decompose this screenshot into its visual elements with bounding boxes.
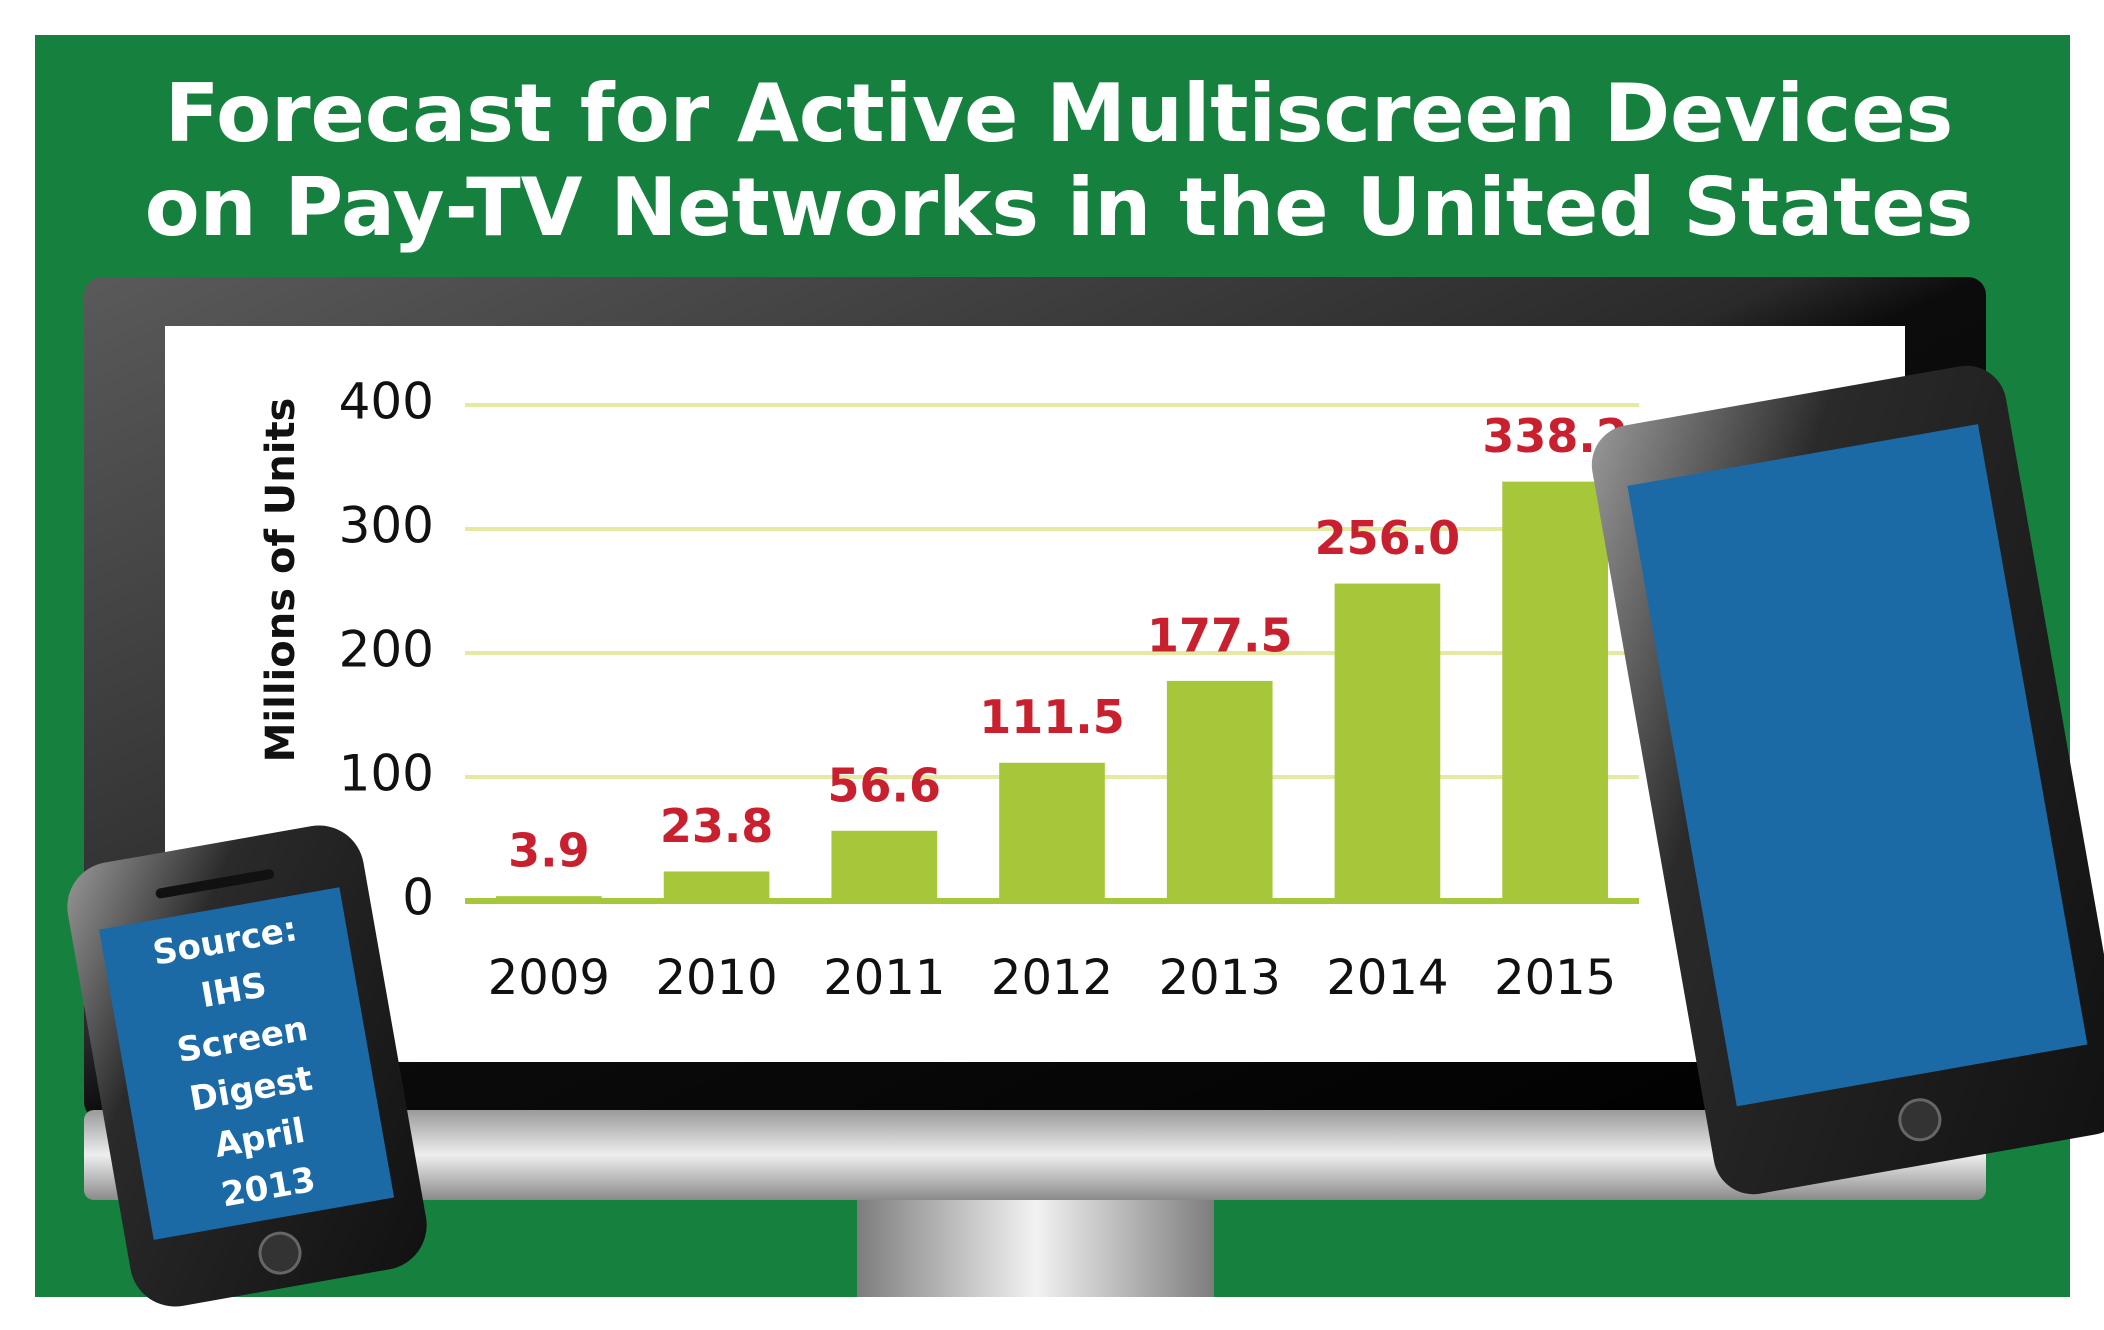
value-label: 23.8	[660, 799, 774, 853]
tablet-screen	[1627, 424, 2088, 1107]
bar	[831, 830, 938, 901]
x-tick-label: 2011	[823, 950, 945, 1006]
value-label: 3.9	[508, 824, 590, 878]
phone-button	[258, 1231, 302, 1275]
tablet	[1591, 365, 2104, 1195]
bar	[663, 871, 770, 901]
phone-speaker	[155, 869, 275, 899]
plot-area: 0 100 200 300 400 2009 3.9 2010 23.8 2011 56.6 2012…	[339, 373, 1639, 1006]
value-label: 56.6	[828, 758, 942, 812]
y-axis-label: Millions of Units	[258, 398, 304, 763]
y-tick-label: 200	[339, 621, 434, 679]
phone-screen	[99, 887, 395, 1240]
chart-title: on Pay-TV Networks in the United States	[145, 161, 1974, 254]
y-tick-label: 400	[339, 373, 434, 431]
bar	[1502, 481, 1608, 901]
x-tick-label: 2015	[1494, 950, 1616, 1006]
y-tick-label: 300	[339, 497, 434, 555]
x-tick-label: 2009	[488, 950, 610, 1006]
monitor-stand	[857, 1190, 1214, 1297]
value-label: 111.5	[979, 690, 1125, 744]
y-tick-label: 100	[339, 745, 434, 803]
x-tick-label: 2010	[655, 950, 777, 1006]
bar	[1166, 680, 1273, 901]
bar	[999, 762, 1105, 901]
value-label: 256.0	[1315, 511, 1461, 565]
tablet-button	[1898, 1098, 1942, 1142]
value-label: 177.5	[1147, 608, 1293, 662]
bar	[1334, 583, 1441, 901]
monitor-chin	[84, 1110, 1986, 1200]
bar	[496, 896, 602, 901]
y-tick-label: 0	[402, 869, 434, 927]
chart-title: Forecast for Active Multiscreen Devices	[165, 67, 1954, 160]
x-tick-label: 2012	[991, 950, 1113, 1006]
x-tick-label: 2014	[1326, 950, 1448, 1006]
x-tick-label: 2013	[1159, 950, 1281, 1006]
